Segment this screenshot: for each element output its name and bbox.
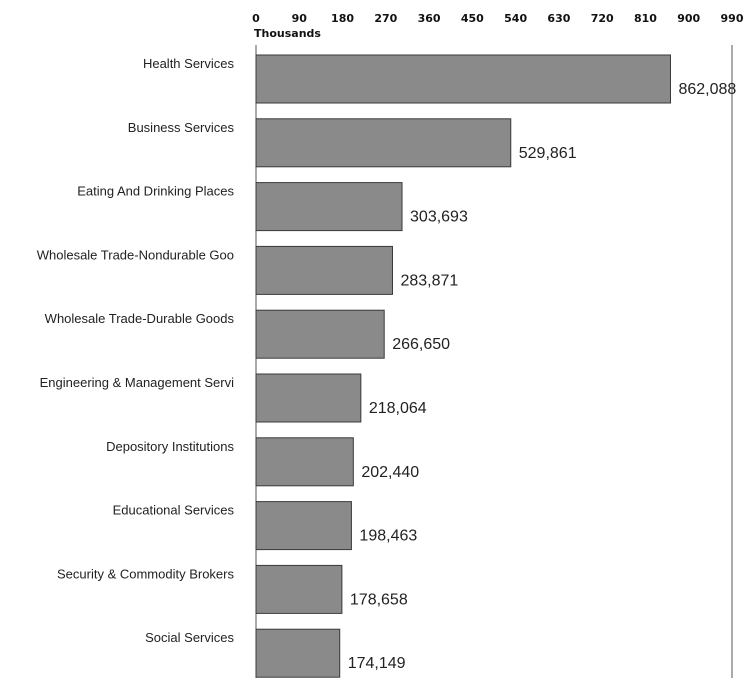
x-axis: 0 90 180 270 360 450 540 630 720 810 900 990 xyxy=(252,12,743,25)
bar xyxy=(255,309,385,359)
x-tick-label: 720 xyxy=(591,12,614,25)
bar xyxy=(255,437,354,487)
category-label: Eating And Drinking Places xyxy=(77,184,234,199)
x-tick-label: 540 xyxy=(504,12,527,25)
x-tick-label: 270 xyxy=(374,12,397,25)
category-label: Health Services xyxy=(143,56,235,71)
x-tick-label: 810 xyxy=(634,12,657,25)
category-label: Depository Institutions xyxy=(106,439,234,454)
x-tick-label: 900 xyxy=(677,12,700,25)
bar xyxy=(255,564,343,614)
x-tick-label: 990 xyxy=(721,12,743,25)
value-label: 862,088 xyxy=(678,81,736,98)
value-label: 266,650 xyxy=(392,336,450,353)
value-label: 283,871 xyxy=(400,272,458,289)
x-tick-label: 450 xyxy=(461,12,484,25)
value-label: 198,463 xyxy=(359,528,417,545)
x-tick-label: 180 xyxy=(331,12,354,25)
x-tick-label: 90 xyxy=(292,12,308,25)
value-label: 202,440 xyxy=(361,464,419,481)
bar xyxy=(255,501,352,551)
value-label: 529,861 xyxy=(519,145,577,162)
bar xyxy=(255,373,362,423)
bars-group xyxy=(255,54,671,678)
value-label: 174,149 xyxy=(348,655,406,672)
category-label: Wholesale Trade-Nondurable Goo xyxy=(37,247,234,262)
bar xyxy=(255,628,341,678)
category-label: Business Services xyxy=(128,120,235,135)
value-label: 178,658 xyxy=(350,591,408,608)
x-tick-label: 630 xyxy=(547,12,570,25)
category-label: Educational Services xyxy=(113,503,235,518)
bar xyxy=(255,54,671,104)
category-label: Social Services xyxy=(145,630,234,645)
value-labels: 862,088 529,861 303,693 283,871 266,650 218,0… xyxy=(348,81,737,672)
x-axis-unit-label: Thousands xyxy=(254,27,321,40)
value-label: 303,693 xyxy=(410,209,468,226)
bar xyxy=(255,245,393,295)
value-label: 218,064 xyxy=(369,400,427,417)
category-labels: Health Services Business Services Eating A… xyxy=(37,56,235,645)
x-tick-label: 360 xyxy=(418,12,441,25)
bar xyxy=(255,182,403,232)
x-tick-label: 0 xyxy=(252,12,260,25)
category-label: Engineering & Management Servi xyxy=(40,375,235,390)
bar xyxy=(255,118,512,168)
category-label: Wholesale Trade-Durable Goods xyxy=(45,311,235,326)
category-label: Security & Commodity Brokers xyxy=(57,566,234,581)
